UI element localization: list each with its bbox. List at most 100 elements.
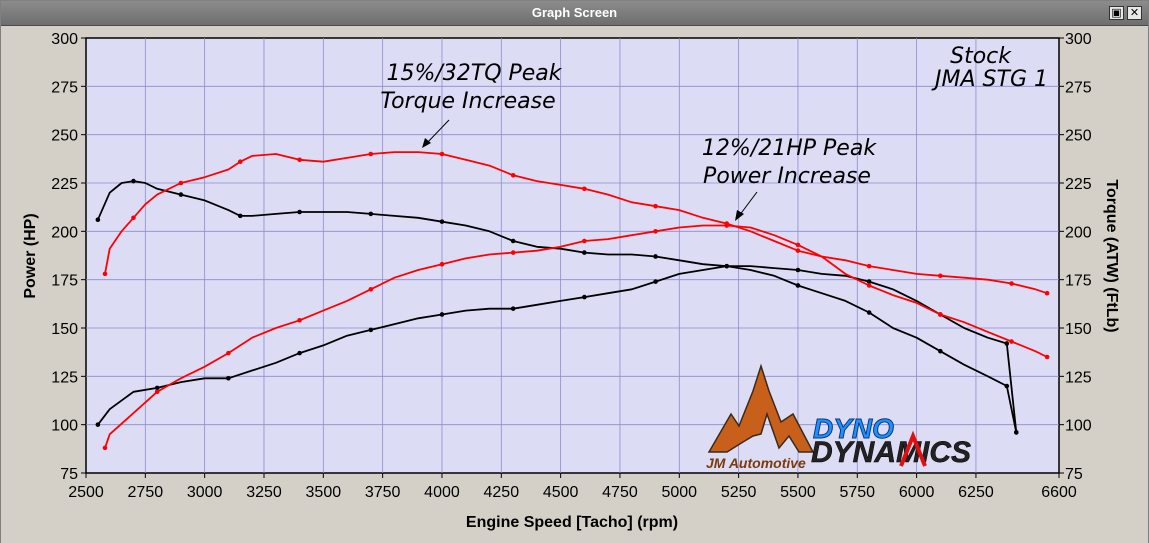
series-point <box>866 310 872 315</box>
series-line-1 <box>97 180 1018 433</box>
series-point <box>510 306 516 311</box>
series-point <box>131 178 136 184</box>
series-point <box>1004 383 1010 389</box>
series-point <box>653 203 658 209</box>
y-tick-label-right: 275 <box>1065 79 1092 96</box>
y-tick-label-right: 225 <box>1065 176 1092 193</box>
series-point <box>102 271 108 277</box>
series-point <box>938 348 943 354</box>
series-point <box>154 389 160 395</box>
series-point <box>297 317 302 323</box>
series-point <box>653 254 658 259</box>
x-tick-label: 4250 <box>484 484 520 501</box>
y-tick-label-left: 150 <box>51 321 78 338</box>
close-icon[interactable]: ✕ <box>1127 6 1142 20</box>
dyno-text: DYNO <box>813 413 894 444</box>
x-tick-label: 5250 <box>721 484 757 501</box>
series-point <box>582 238 587 244</box>
series-point <box>226 375 231 381</box>
series-point <box>795 248 801 253</box>
series-point <box>938 273 943 279</box>
y-tick-label-right: 100 <box>1065 418 1092 435</box>
x-tick-label: 3500 <box>306 484 342 501</box>
y-tick-label-right: 175 <box>1065 273 1092 290</box>
dyno-chart: 2500 2750 3000 3250 3500 3750 4000 4250 4500 4750… <box>1 26 1148 543</box>
series-point <box>582 294 587 300</box>
y-tick-label-left: 125 <box>51 369 78 386</box>
series-point <box>653 229 658 234</box>
series-point <box>1013 430 1019 435</box>
series-point <box>297 350 302 356</box>
annotation-torque-line1: 15%/32TQ Peak <box>386 61 562 86</box>
series-point <box>102 445 108 451</box>
y-tick-label-right: 200 <box>1065 224 1092 241</box>
x-axis-title: Engine Speed [Tacho] (rpm) <box>466 514 678 531</box>
series-point <box>439 219 445 224</box>
series-point <box>510 238 516 244</box>
series-point <box>95 422 101 427</box>
plot-area <box>85 37 1060 474</box>
y-axis-left-title: Power (HP) <box>22 213 39 298</box>
series-point <box>1044 290 1050 296</box>
grid <box>81 37 1064 478</box>
restore-icon[interactable]: ▣ <box>1109 6 1124 20</box>
y-tick-label-left: 175 <box>51 273 78 290</box>
annotation-power-arrowhead <box>735 210 744 221</box>
brand-logo: JM Automotive DYNO DYNAMICS <box>706 363 971 471</box>
series-point <box>795 267 801 273</box>
annotation-torque-arrow <box>425 119 450 145</box>
title-bar[interactable]: Graph Screen ▣ ✕ <box>1 1 1148 26</box>
series-point <box>653 279 658 284</box>
series-point <box>237 213 243 219</box>
annotation-power-arrow <box>738 191 758 217</box>
series-line-0 <box>97 265 1018 433</box>
legend-jma-stg1: JMA STG 1 <box>931 67 1048 92</box>
x-tick-label: 5500 <box>780 484 816 501</box>
jm-automotive-text: JM Automotive <box>706 455 806 471</box>
series-point <box>866 279 872 284</box>
y-tick-label-left: 100 <box>51 418 78 435</box>
series-point <box>297 209 302 215</box>
window-title: Graph Screen <box>531 5 618 20</box>
x-tick-label: 6250 <box>958 484 994 501</box>
series-point <box>439 312 445 317</box>
y-tick-label-right: 75 <box>1065 466 1083 483</box>
legend-stock: Stock <box>950 44 1012 69</box>
annotation-power-line1: 12%/21HP Peak <box>702 136 877 161</box>
y-tick-label-left: 275 <box>51 79 78 96</box>
series-point <box>439 151 445 157</box>
series-point <box>237 159 243 165</box>
series-point <box>439 261 445 267</box>
x-tick-label: 3750 <box>365 484 401 501</box>
x-tick-label: 5750 <box>839 484 875 501</box>
y-tick-label-left: 75 <box>60 466 78 483</box>
x-tick-label: 3250 <box>246 484 282 501</box>
series-point <box>866 263 872 269</box>
dynamics-text: DYNAMICS <box>811 436 971 469</box>
y-axis-right-title: Torque (ATW) (FtLb) <box>1103 179 1120 332</box>
series-point <box>1009 281 1014 286</box>
x-tick-label: 5000 <box>661 484 697 501</box>
y-tick-label-left: 300 <box>51 31 78 48</box>
x-tick-label: 6000 <box>899 484 935 501</box>
series-point <box>368 287 374 292</box>
annotation-power-line2: Power Increase <box>703 164 871 189</box>
jm-automotive-logo-mark <box>707 363 815 453</box>
x-tick-label: 4750 <box>602 484 638 501</box>
x-tick-label: 2750 <box>128 484 164 501</box>
series-point <box>368 151 374 157</box>
series-point <box>724 263 730 269</box>
series-point <box>866 283 872 288</box>
annotation-torque-arrowhead <box>422 138 431 148</box>
y-tick-label-right: 125 <box>1065 369 1092 386</box>
y-tick-label-left: 250 <box>51 128 78 145</box>
y-tick-label-right: 300 <box>1065 31 1092 48</box>
series-point <box>582 250 587 255</box>
series-point <box>938 312 943 317</box>
x-tick-label: 6600 <box>1041 484 1077 501</box>
series-point <box>178 192 184 197</box>
annotation-torque-line2: Torque Increase <box>380 89 555 114</box>
tick-labels: 2500 2750 3000 3250 3500 3750 4000 4250 4500 4750… <box>51 31 1092 501</box>
series-line-3 <box>104 151 1048 295</box>
